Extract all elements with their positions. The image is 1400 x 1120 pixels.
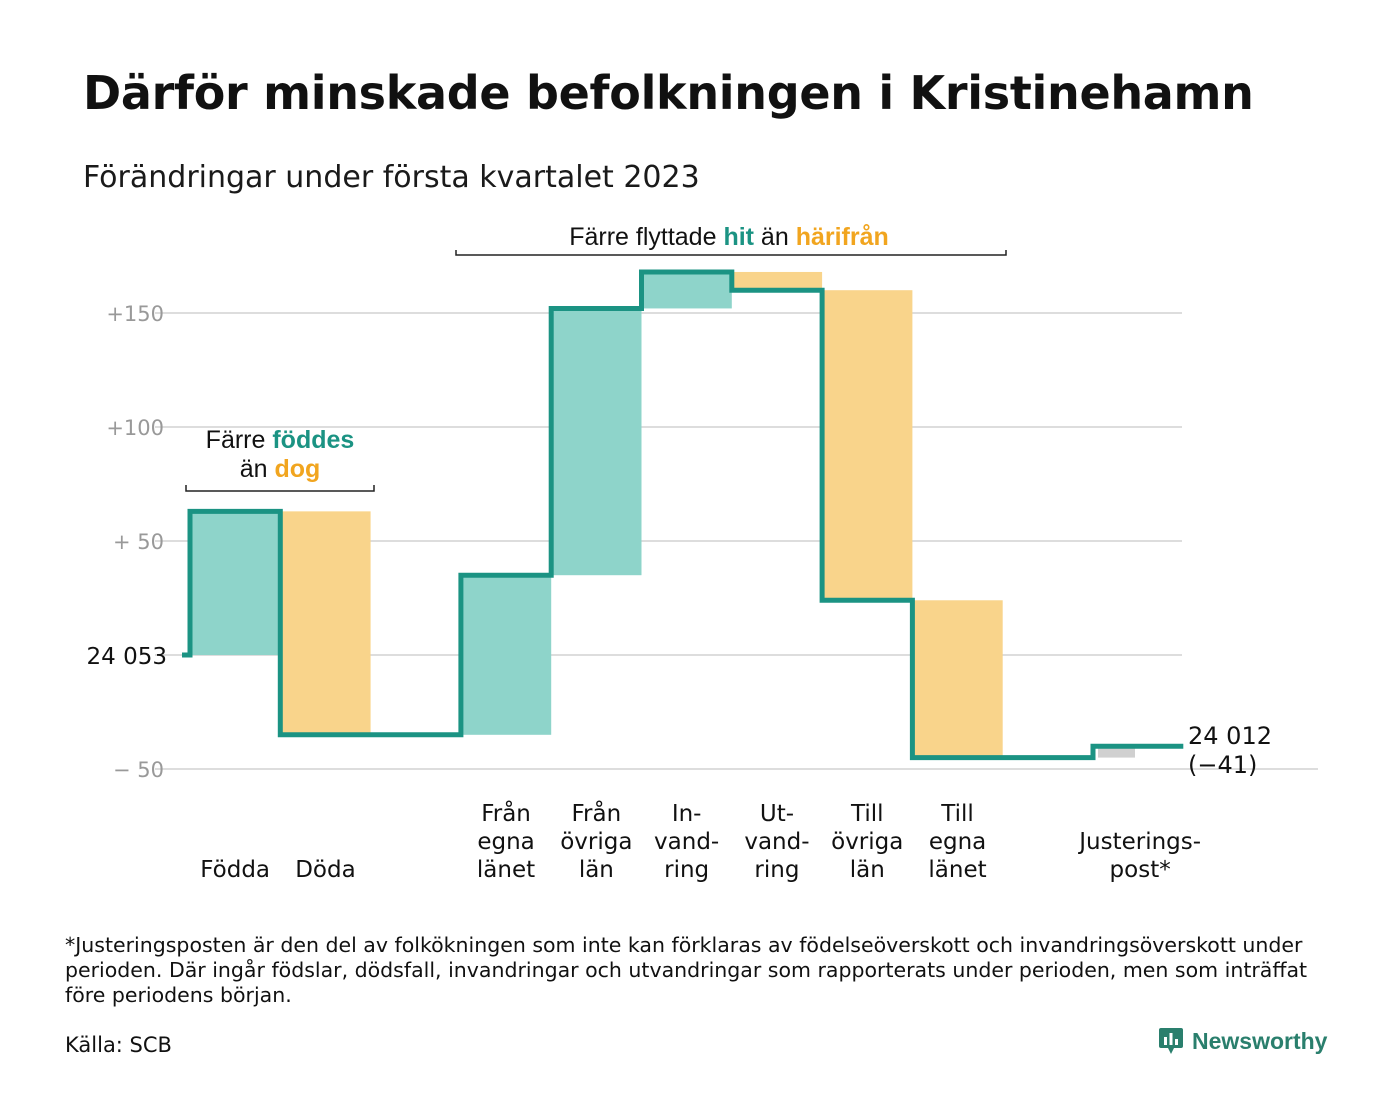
footnote: *Justeringsposten är den del av folkökni… — [65, 933, 1308, 1007]
chart-title: Därför minskade befolkningen i Kristineh… — [83, 66, 1254, 120]
step-line — [182, 269, 1184, 761]
end-value-label: 24 012 — [1188, 722, 1272, 750]
category-label: Justerings- — [1077, 829, 1201, 855]
category-label: egna — [477, 829, 534, 855]
category-label: länet — [928, 857, 986, 883]
step-line-layer — [182, 269, 1184, 761]
y-tick-label: + 50 — [113, 530, 164, 554]
bar-outflow — [731, 271, 823, 291]
bar-outflow — [822, 290, 913, 601]
start-value-label: 24 053 — [87, 644, 167, 670]
category-label: Från — [481, 799, 531, 827]
category-label: Till — [940, 801, 974, 827]
births-bracket — [185, 485, 375, 492]
category-label: ring — [754, 857, 799, 883]
category-label: ring — [664, 857, 709, 883]
category-label: län — [579, 857, 614, 883]
category-label: län — [850, 857, 885, 883]
bar-inflow — [641, 271, 732, 309]
chart-subtitle: Förändringar under första kvartalet 2023 — [83, 160, 700, 195]
y-axis-ticks: +150 +100 + 50 − 50 — [106, 302, 164, 782]
category-label: In- — [672, 801, 702, 827]
category-label: länet — [477, 857, 535, 883]
category-label: egna — [929, 829, 986, 855]
category-label: Till — [850, 801, 884, 827]
category-label: Från — [572, 799, 622, 827]
category-label: Födda — [200, 857, 270, 883]
y-tick-label: +150 — [106, 302, 164, 326]
category-label: vand- — [744, 829, 809, 855]
bar-inflow — [460, 575, 552, 735]
bar-inflow — [551, 308, 642, 576]
source-note: Källa: SCB — [65, 1033, 172, 1057]
bars — [190, 271, 1135, 758]
y-tick-label: +100 — [106, 416, 164, 440]
brand-logo: Newsworthy — [1158, 1027, 1327, 1055]
migration-bracket — [455, 250, 1007, 256]
births-annotation-line1: Färre föddes — [206, 426, 355, 454]
bar-outflow — [912, 600, 1003, 758]
category-label: Ut- — [760, 801, 794, 827]
category-label: post* — [1110, 857, 1171, 883]
bar-inflow — [190, 511, 281, 655]
brand-name: Newsworthy — [1192, 1027, 1328, 1054]
category-label: övriga — [831, 829, 903, 855]
y-tick-label: − 50 — [113, 758, 164, 782]
bar-outflow — [280, 511, 371, 735]
births-annotation-line2: än dog — [240, 455, 321, 483]
migration-annotation: Färre flyttade hit än härifrån — [569, 223, 889, 251]
category-label: Döda — [295, 857, 355, 883]
category-label: övriga — [560, 829, 632, 855]
category-label: vand- — [654, 829, 719, 855]
newsworthy-logo-icon — [1159, 1028, 1183, 1054]
bar-adjustment — [1098, 746, 1135, 758]
end-change-label: (−41) — [1188, 751, 1257, 779]
